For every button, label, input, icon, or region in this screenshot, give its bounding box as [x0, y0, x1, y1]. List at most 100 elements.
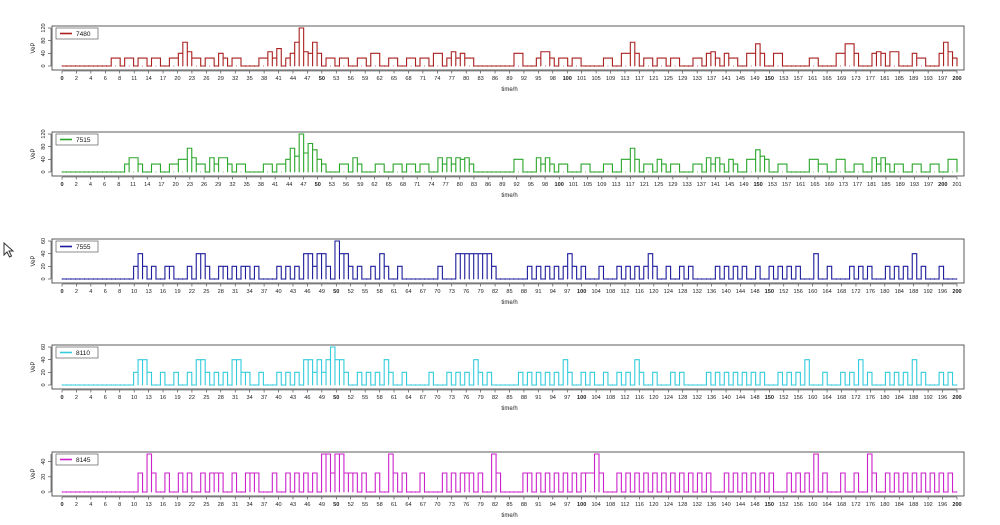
- x-tick-label: 59: [362, 76, 368, 82]
- x-tick-label: 35: [244, 182, 250, 188]
- x-tick-label: 64: [405, 395, 411, 401]
- x-tick-label: 19: [174, 395, 180, 401]
- x-tick-label: 181: [867, 182, 876, 188]
- x-tick-label: 104: [591, 289, 600, 295]
- x-tick-label: 150: [753, 182, 762, 188]
- x-tick-label: 100: [577, 502, 586, 508]
- x-tick-label: 180: [880, 289, 889, 295]
- x-tick-label: 23: [189, 76, 195, 82]
- x-tick-label: 74: [434, 76, 440, 82]
- x-tick-label: 58: [376, 502, 382, 508]
- x-tick-label: 176: [866, 289, 875, 295]
- x-tick-label: 117: [626, 182, 635, 188]
- legend-label: 8110: [76, 350, 90, 357]
- x-tick-label: 13: [145, 502, 151, 508]
- x-tick-label: 200: [952, 76, 961, 82]
- x-tick-label: 0: [60, 502, 63, 508]
- x-tick-label: 34: [247, 289, 253, 295]
- x-tick-label: 91: [535, 395, 541, 401]
- x-tick-label: 128: [678, 502, 687, 508]
- x-tick-label: 85: [506, 395, 512, 401]
- x-tick-label: 100: [577, 289, 586, 295]
- x-tick-label: 17: [158, 182, 164, 188]
- x-tick-label: 92: [513, 182, 519, 188]
- x-tick-label: 141: [721, 76, 730, 82]
- x-tick-label: 13: [145, 395, 151, 401]
- y-axis-label: VeP: [31, 468, 37, 479]
- x-tick-label: 91: [535, 289, 541, 295]
- x-tick-label: 112: [621, 395, 630, 401]
- x-tick-label: 161: [808, 76, 817, 82]
- x-tick-label: 144: [736, 395, 745, 401]
- series-line-7515: [62, 133, 958, 173]
- x-tick-label: 100: [563, 76, 572, 82]
- x-tick-label: 140: [721, 502, 730, 508]
- plot-frame: [51, 451, 965, 497]
- x-tick-label: 160: [808, 289, 817, 295]
- x-tick-label: 50: [333, 395, 339, 401]
- x-tick-label: 22: [189, 289, 195, 295]
- x-tick-label: 16: [160, 395, 166, 401]
- x-tick-label: 100: [555, 182, 564, 188]
- x-tick-label: 52: [348, 502, 354, 508]
- plot-frame: [51, 238, 965, 284]
- x-tick-label: 19: [174, 289, 180, 295]
- x-tick-label: 168: [837, 395, 846, 401]
- y-axis-label: VeP: [31, 148, 37, 159]
- x-tick-label: 193: [923, 76, 932, 82]
- x-tick-label: 47: [300, 182, 306, 188]
- x-tick-label: 55: [362, 502, 368, 508]
- x-tick-label: 129: [668, 182, 677, 188]
- x-tick-label: 145: [736, 76, 745, 82]
- x-tick-label: 133: [682, 182, 691, 188]
- x-tick-label: 11: [131, 76, 137, 82]
- x-tick-label: 70: [434, 395, 440, 401]
- x-tick-label: 0: [60, 76, 63, 82]
- x-tick-label: 152: [779, 502, 788, 508]
- y-tick-label: 0: [41, 490, 47, 493]
- x-tick-label: 83: [478, 76, 484, 82]
- x-tick-label: 177: [853, 182, 862, 188]
- y-tick-label: 120: [41, 23, 47, 32]
- legend-label: 7515: [76, 137, 91, 144]
- x-tick-label: 148: [750, 289, 759, 295]
- x-tick-label: 124: [664, 289, 673, 295]
- x-tick-label: 32: [232, 76, 238, 82]
- x-tick-label: 105: [591, 76, 600, 82]
- x-tick-label: 41: [272, 182, 278, 188]
- x-tick-label: 128: [678, 395, 687, 401]
- x-tick-label: 68: [400, 182, 406, 188]
- series-line-8110: [62, 346, 957, 386]
- x-tick-label: 180: [880, 395, 889, 401]
- x-tick-label: 8: [118, 289, 121, 295]
- x-tick-label: 65: [391, 76, 397, 82]
- legend: 7515: [55, 133, 99, 146]
- x-tick-label: 97: [564, 395, 570, 401]
- x-tick-label: 82: [492, 289, 498, 295]
- x-tick-label: 144: [736, 502, 745, 508]
- x-axis-label: time/h: [501, 300, 517, 306]
- x-tick-label: 34: [247, 502, 253, 508]
- x-tick-label: 38: [258, 182, 264, 188]
- x-tick-label: 11: [130, 182, 136, 188]
- x-tick-label: 172: [851, 395, 860, 401]
- x-tick-label: 71: [414, 182, 420, 188]
- x-tick-label: 192: [923, 395, 932, 401]
- x-tick-label: 6: [103, 182, 106, 188]
- x-tick-label: 201: [952, 182, 961, 188]
- x-tick-label: 108: [606, 395, 615, 401]
- x-tick-label: 137: [707, 76, 716, 82]
- x-tick-label: 156: [794, 395, 803, 401]
- x-tick-label: 8: [118, 76, 121, 82]
- x-tick-label: 189: [909, 76, 918, 82]
- x-tick-label: 16: [160, 502, 166, 508]
- x-tick-label: 46: [304, 395, 310, 401]
- x-tick-label: 150: [765, 395, 774, 401]
- x-tick-label: 41: [275, 76, 281, 82]
- x-tick-label: 125: [664, 76, 673, 82]
- x-tick-label: 52: [348, 395, 354, 401]
